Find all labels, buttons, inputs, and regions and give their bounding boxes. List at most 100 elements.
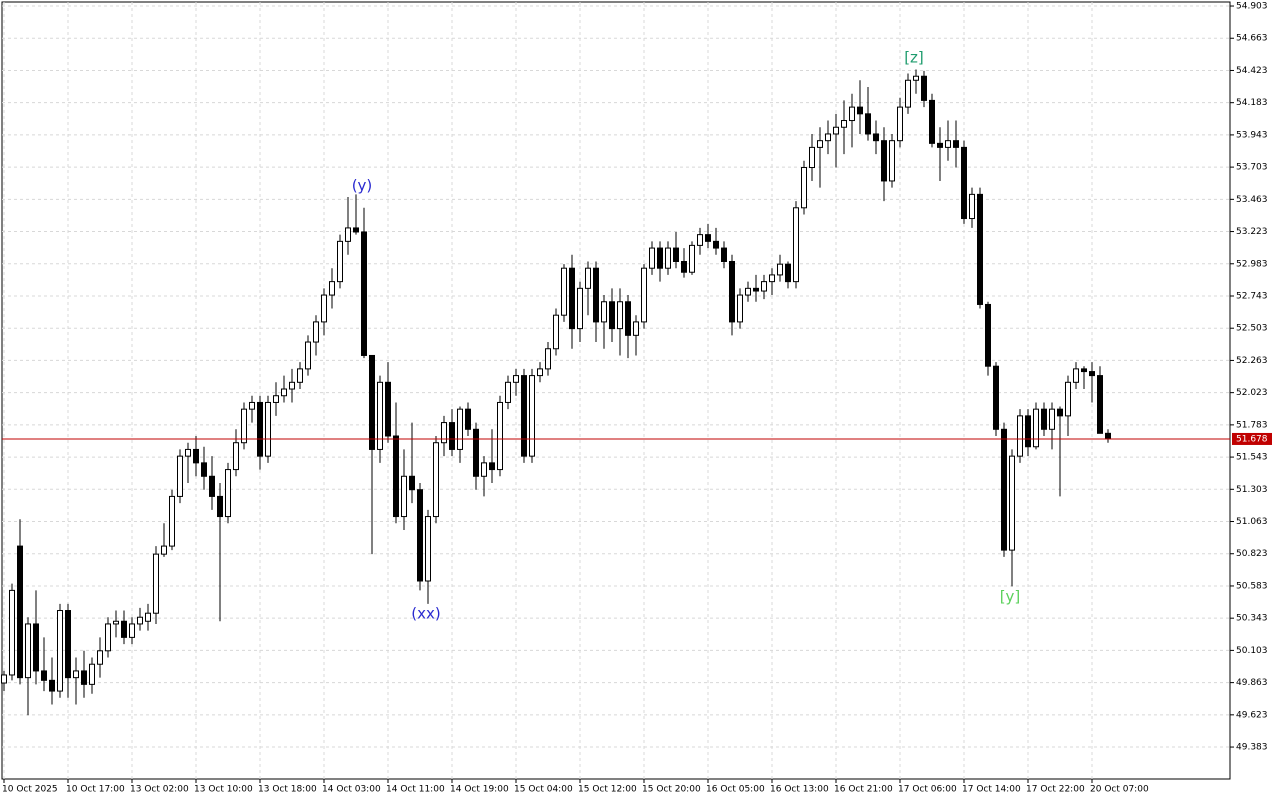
- candle-body: [537, 368, 543, 377]
- candle-body: [1017, 415, 1023, 457]
- wave-label: [y]: [1000, 588, 1021, 606]
- candle-body: [217, 495, 223, 518]
- candle-body: [681, 260, 687, 273]
- x-tick-label: 17 Oct 06:00: [898, 785, 957, 795]
- candle-body: [137, 616, 143, 625]
- candle-body: [1097, 375, 1103, 434]
- candle-body: [201, 462, 207, 477]
- candle-body: [721, 247, 727, 262]
- x-tick-label: 16 Oct 21:00: [834, 785, 893, 795]
- candle-body: [185, 448, 191, 457]
- current-price-label: 51.678: [1236, 434, 1268, 444]
- candle-body: [641, 267, 647, 323]
- x-tick-label: 13 Oct 02:00: [130, 785, 189, 795]
- candle-body: [1025, 415, 1031, 448]
- candle-body: [585, 267, 591, 289]
- candle-body: [257, 401, 263, 457]
- x-tick-label: 15 Oct 04:00: [514, 785, 573, 795]
- candle-body: [121, 620, 127, 638]
- candle-body: [1033, 408, 1039, 448]
- candle-body: [281, 388, 287, 397]
- candle-body: [153, 553, 159, 614]
- candle-body: [457, 408, 463, 450]
- candle-body: [73, 670, 79, 679]
- candle-body: [553, 314, 559, 350]
- candle-body: [697, 234, 703, 246]
- candle-body: [873, 133, 879, 142]
- candle-body: [441, 422, 447, 444]
- candle-body: [209, 475, 215, 497]
- candle-body: [993, 365, 999, 430]
- candle-body: [569, 267, 575, 330]
- candle-body: [81, 670, 87, 685]
- candle-body: [665, 247, 671, 269]
- candle-body: [9, 589, 15, 676]
- candle-body: [633, 321, 639, 336]
- candle-body: [369, 354, 375, 450]
- candle-body: [1081, 368, 1087, 373]
- x-tick-label: 13 Oct 18:00: [258, 785, 317, 795]
- y-tick-label: 53.703: [1236, 163, 1268, 173]
- candle-body: [545, 348, 551, 370]
- plot-frame: [1, 1, 1231, 780]
- candle-body: [1105, 432, 1111, 440]
- candle-body: [329, 281, 335, 296]
- candle-body: [761, 281, 767, 292]
- candle-body: [169, 495, 175, 547]
- candle-body: [401, 475, 407, 518]
- y-tick-label: 54.903: [1236, 2, 1268, 12]
- candle-body: [385, 381, 391, 437]
- candle-body: [321, 294, 327, 323]
- x-tick-label: 17 Oct 14:00: [962, 785, 1021, 795]
- candle-body: [921, 75, 927, 101]
- candle-body: [593, 267, 599, 323]
- candle-body: [449, 422, 455, 450]
- candle-body: [609, 301, 615, 330]
- y-tick-label: 53.223: [1236, 227, 1268, 237]
- candle-body: [361, 231, 367, 356]
- candle-body: [945, 140, 951, 148]
- candle-body: [193, 448, 199, 464]
- candle-body: [377, 381, 383, 450]
- candle-body: [969, 193, 975, 220]
- x-tick-label: 16 Oct 13:00: [770, 785, 829, 795]
- candle-body: [577, 287, 583, 330]
- y-tick-label: 49.863: [1236, 678, 1268, 688]
- candle-body: [857, 106, 863, 115]
- candle-body: [625, 301, 631, 336]
- wave-label: (y): [352, 177, 373, 195]
- candle-body: [305, 341, 311, 370]
- candle-body: [225, 469, 231, 518]
- candle-body: [817, 140, 823, 148]
- candle-body: [929, 99, 935, 144]
- candle-body: [497, 401, 503, 471]
- candle-body: [521, 375, 527, 457]
- candle-body: [793, 207, 799, 283]
- candle-body: [337, 240, 343, 283]
- y-tick-label: 51.543: [1236, 453, 1268, 463]
- candle-body: [745, 287, 751, 296]
- wave-label: (xx): [411, 605, 440, 623]
- candle-body: [241, 408, 247, 444]
- x-tick-label: 14 Oct 19:00: [450, 785, 509, 795]
- x-tick-label: 14 Oct 03:00: [322, 785, 381, 795]
- candle-body: [289, 381, 295, 390]
- candle-body: [833, 126, 839, 135]
- candle-body: [129, 623, 135, 638]
- candle-body: [753, 287, 759, 292]
- x-tick-label: 15 Oct 20:00: [642, 785, 701, 795]
- candle-body: [769, 274, 775, 283]
- candle-body: [513, 375, 519, 383]
- candle-body: [353, 227, 359, 233]
- candle-body: [313, 321, 319, 343]
- y-tick-label: 49.623: [1236, 710, 1268, 720]
- y-tick-label: 51.783: [1236, 420, 1268, 430]
- y-tick-label: 50.583: [1236, 581, 1268, 591]
- candle-body: [977, 193, 983, 305]
- x-tick-label: 10 Oct 2025: [2, 785, 58, 795]
- candle-body: [801, 167, 807, 209]
- candle-body: [177, 455, 183, 497]
- y-tick-label: 51.303: [1236, 485, 1268, 495]
- candle-body: [841, 120, 847, 128]
